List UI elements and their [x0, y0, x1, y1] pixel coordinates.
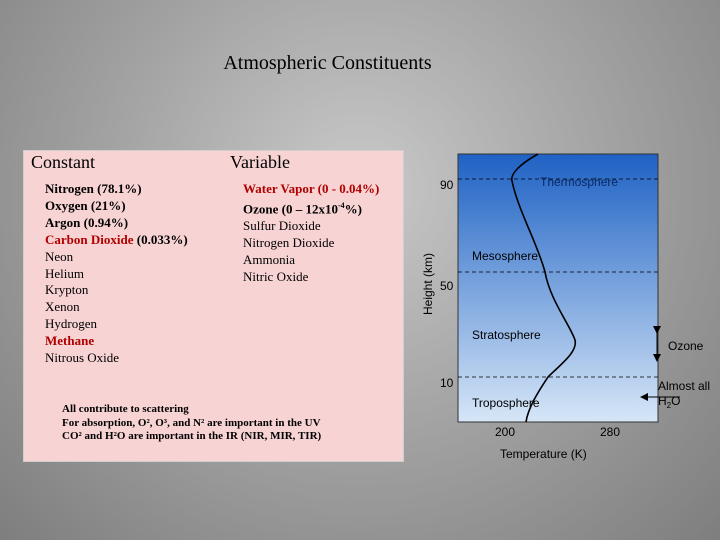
variable-item-name: Nitric Oxide: [243, 268, 309, 284]
variable-item-name: Water Vapor (0 - 0.04%): [243, 181, 380, 196]
constant-item-name: Neon: [45, 248, 74, 264]
xtick-200: 200: [495, 425, 515, 439]
variable-item-value: %): [344, 201, 362, 217]
constant-item-name: Oxygen (21%): [45, 197, 126, 213]
constant-item: Nitrous Oxide: [45, 350, 188, 367]
constant-item: Hydrogen: [45, 316, 188, 333]
constant-item: Carbon Dioxide (0.033%): [45, 232, 188, 249]
ytick-50: 50: [440, 279, 454, 293]
atmosphere-box: [457, 153, 659, 423]
constant-item-name: Xenon: [45, 299, 80, 315]
variable-heading: Variable: [230, 152, 290, 172]
constant-item-name: Methane: [45, 333, 95, 349]
constant-item-name: Krypton: [45, 282, 89, 298]
variable-item: Nitrogen Dioxide: [243, 235, 379, 252]
constant-item-name: Argon (0.94%): [45, 214, 129, 230]
variable-item: Ammonia: [243, 252, 379, 269]
scattering-note: All contribute to scattering For absorpt…: [62, 403, 321, 444]
note-line-3: CO² and H²O are important in the IR (NIR…: [62, 430, 322, 442]
constant-item: Xenon: [45, 299, 188, 316]
constant-item-name: Helium: [45, 265, 84, 281]
variable-item-name: Nitrogen Dioxide: [243, 235, 335, 251]
constant-item: Krypton: [45, 282, 188, 299]
constituents-panel: [23, 150, 404, 462]
y-axis-label: Height (km): [421, 253, 435, 315]
layer-thermosphere: Thermosphere: [540, 175, 618, 189]
variable-item-name: Sulfur Dioxide: [243, 218, 321, 234]
constant-item-value: (0.033%): [133, 231, 188, 247]
constant-list: Nitrogen (78.1%) Oxygen (21%) Argon (0.94%…: [45, 181, 188, 367]
constant-item-name: Nitrous Oxide: [45, 350, 120, 366]
constant-item-name: Nitrogen (78.1%): [45, 181, 142, 196]
ytick-10: 10: [440, 376, 454, 390]
h2o-label-line1: Almost all: [658, 379, 710, 393]
constant-item: Methane: [45, 333, 188, 350]
constant-item: Neon: [45, 249, 188, 266]
constant-item-name: Hydrogen: [45, 316, 97, 332]
variable-item: Nitric Oxide: [243, 269, 379, 286]
page-title: Atmospheric Constituents: [223, 52, 432, 74]
h2o-label-line2: H2O: [658, 394, 680, 410]
variable-item: Ozone (0 – 12x10-4%): [243, 198, 379, 218]
constant-item: Helium: [45, 266, 188, 283]
constant-item: Nitrogen (78.1%): [45, 181, 188, 198]
ytick-90: 90: [440, 178, 454, 192]
temperature-curve: [511, 153, 576, 423]
variable-item-name: Ammonia: [243, 251, 295, 267]
constant-item-name: Carbon Dioxide: [45, 231, 134, 247]
constant-item: Argon (0.94%): [45, 215, 188, 232]
constant-item: Oxygen (21%): [45, 198, 188, 215]
variable-item: Water Vapor (0 - 0.04%): [243, 181, 379, 198]
variable-list: Water Vapor (0 - 0.04%) Ozone (0 – 12x10-…: [243, 181, 379, 286]
variable-item: Sulfur Dioxide: [243, 218, 379, 235]
xtick-280: 280: [600, 425, 620, 439]
note-line-2: For absorption, O², O³, and N² are impor…: [62, 416, 321, 429]
note-line-1: All contribute to scattering: [62, 403, 189, 415]
variable-item-superscript: -4: [337, 200, 345, 210]
layer-troposphere: Troposphere: [472, 396, 540, 410]
layer-mesosphere: Mesosphere: [472, 249, 538, 263]
x-axis-label: Temperature (K): [500, 447, 587, 461]
layer-stratosphere: Stratosphere: [472, 328, 541, 342]
constant-heading: Constant: [31, 152, 96, 172]
variable-item-name: Ozone (0 – 12x10: [243, 201, 338, 217]
temperature-profile-diagram: 90 50 10 Height (km) Thermosphere Mesosp…: [421, 153, 710, 461]
ozone-label: Ozone: [668, 339, 704, 353]
